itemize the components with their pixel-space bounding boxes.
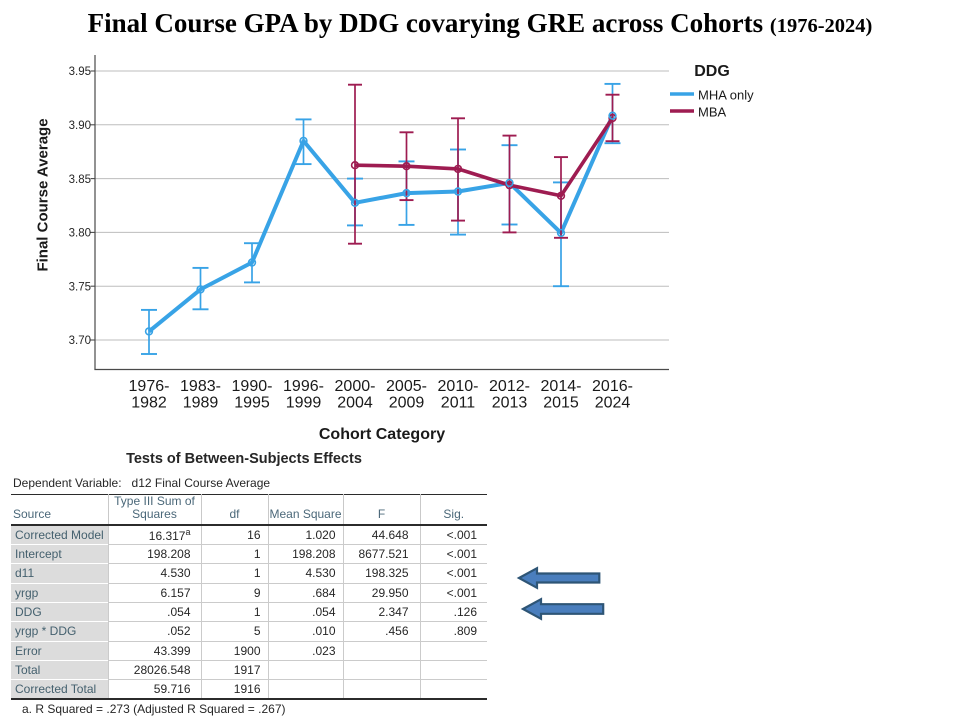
svg-text:2015: 2015 — [543, 395, 579, 412]
svg-text:2016-: 2016- — [592, 378, 633, 395]
svg-text:2012-: 2012- — [489, 378, 530, 395]
svg-text:2004: 2004 — [337, 395, 373, 412]
svg-text:3.70: 3.70 — [69, 335, 91, 347]
svg-text:DDG: DDG — [694, 63, 730, 80]
svg-text:2005-: 2005- — [386, 378, 427, 395]
svg-text:1976-: 1976- — [129, 378, 170, 395]
svg-text:2013: 2013 — [492, 395, 528, 412]
svg-text:1999: 1999 — [286, 395, 322, 412]
svg-text:3.90: 3.90 — [69, 120, 91, 132]
svg-text:2000-: 2000- — [335, 378, 376, 395]
svg-text:1983-: 1983- — [180, 378, 221, 395]
svg-text:2024: 2024 — [595, 395, 631, 412]
svg-text:3.80: 3.80 — [69, 228, 91, 240]
svg-text:MBA: MBA — [698, 105, 727, 120]
svg-text:Cohort Category: Cohort Category — [319, 426, 445, 443]
svg-text:1989: 1989 — [183, 395, 219, 412]
svg-text:1982: 1982 — [131, 395, 167, 412]
svg-text:2011: 2011 — [441, 395, 476, 412]
svg-text:MHA only: MHA only — [698, 88, 754, 103]
svg-text:2014-: 2014- — [541, 378, 582, 395]
svg-text:1990-: 1990- — [232, 378, 273, 395]
svg-text:3.75: 3.75 — [69, 281, 91, 293]
svg-text:2010-: 2010- — [438, 378, 479, 395]
svg-text:3.85: 3.85 — [69, 174, 91, 186]
svg-text:1995: 1995 — [234, 395, 270, 412]
svg-text:2009: 2009 — [389, 395, 425, 412]
svg-text:3.95: 3.95 — [69, 66, 91, 78]
svg-text:Final Course Average: Final Course Average — [35, 118, 52, 271]
svg-text:1996-: 1996- — [283, 378, 324, 395]
